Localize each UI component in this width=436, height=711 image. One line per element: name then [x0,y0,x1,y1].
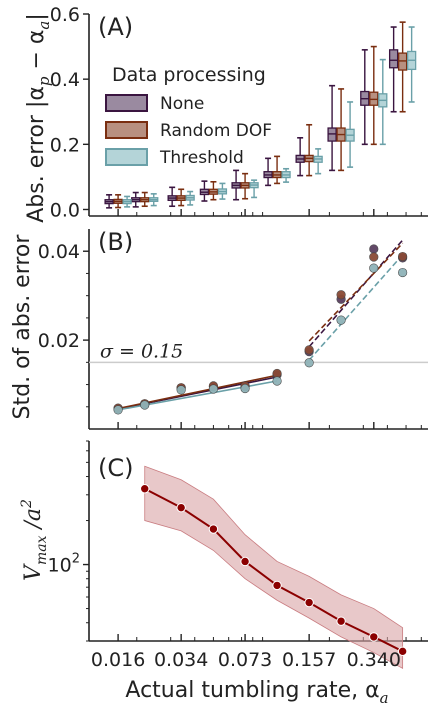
scatter-point [304,358,314,368]
line-point [240,556,250,567]
y-tick-label: 0.02 [38,330,80,352]
panel-b-tag: (B) [98,228,133,256]
scatter-point [336,315,346,325]
panel-a: 0.0 0.2 0.4 0.6 (A) Data processing None Random… [50,4,428,221]
x-tick-label: 0.016 [91,649,145,671]
fit-line [308,242,404,342]
scatter-point [240,383,250,394]
fit-line [308,254,404,361]
y-tick-label: 0.6 [50,4,80,26]
scatter-point [272,376,282,386]
y-tick-label: 0.0 [50,199,80,221]
scatter-point [369,263,379,273]
panel-a-tag: (A) [98,13,133,41]
line-point [369,632,379,642]
panel-a-ylabel: Abs. error |αp − αa| [24,13,53,223]
line-point [272,580,282,591]
panel-c: 102 (C) 0.016 0.034 0.073 0.157 0.340 [48,440,428,671]
scatter-point [113,405,123,415]
scatter-point [369,244,379,254]
legend-label: Random DOF [160,121,272,141]
line-point [208,524,219,534]
panel-c-ylabel: Vmax /a2 [19,499,50,581]
scatter-point [398,267,408,278]
scatter-point [140,400,150,410]
line-point [140,484,150,494]
scatter-point [336,290,346,300]
panel-b-ylabel: Std. of abs. error [10,234,35,420]
scatter-point [208,384,219,394]
scatter-point [304,345,314,355]
line-point [176,502,186,513]
scatter-point [398,251,408,262]
box-rect [388,49,399,69]
x-tick-label: 0.340 [347,649,401,671]
legend-swatch [105,148,148,166]
legend-title: Data processing [112,64,266,86]
x-tick-label: 0.157 [282,649,336,671]
scatter-point [369,252,379,262]
panel-b: 0.02 0.04 σ = 0.15 (B) [38,228,428,430]
line-point [397,646,408,657]
x-tick-label: 0.073 [218,649,272,671]
legend-label: Threshold [159,148,244,168]
panel-c-tag: (C) [98,454,133,482]
y-tick-label: 0.04 [38,241,80,263]
line-point [304,597,314,608]
y-tick-label: 0.2 [50,134,80,156]
y-tick-label: 102 [48,552,80,577]
x-tick-label: 0.034 [154,649,208,671]
fit-line [308,239,404,348]
legend-label: None [160,94,204,114]
x-axis-label: Actual tumbling rate, αa [125,678,388,707]
scatter-point [176,385,186,395]
legend-swatch [105,121,148,139]
sigma-annotation: σ = 0.15 [100,340,183,362]
confidence-band [144,465,404,670]
y-tick-label: 0.4 [50,69,80,91]
line-point [336,616,346,626]
legend-swatch [105,94,148,112]
